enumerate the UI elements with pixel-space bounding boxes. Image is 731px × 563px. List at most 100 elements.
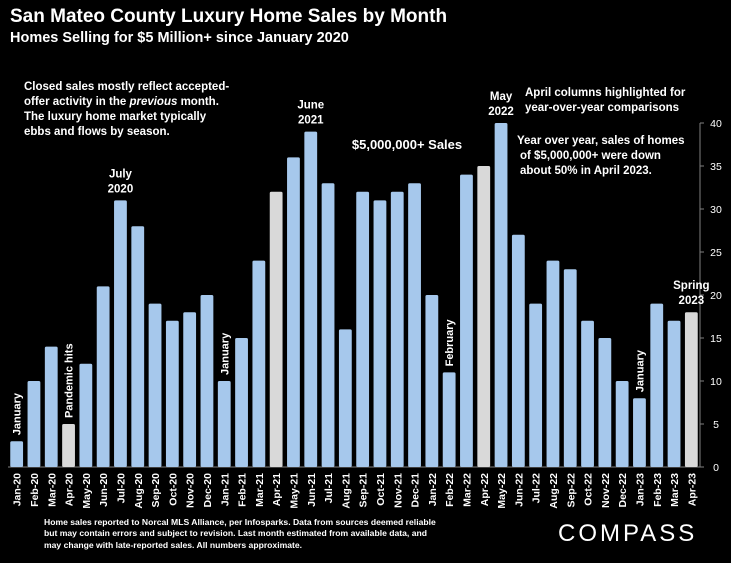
x-tick-label: Jul-20 <box>115 473 127 504</box>
bar <box>356 191 370 468</box>
left-note-text: month. <box>177 96 219 108</box>
x-tick-label: Apr-21 <box>271 473 283 506</box>
y-tick-label: 30 <box>710 204 722 216</box>
x-tick-label: Feb-21 <box>237 473 249 507</box>
yoy-note-line: about 50% in April 2023. <box>520 165 652 177</box>
bar-highlighted <box>269 191 283 468</box>
bar <box>287 157 300 467</box>
left-note-line: The luxury home market typically <box>24 111 207 123</box>
bar <box>131 226 145 467</box>
bar <box>529 303 543 467</box>
bar <box>217 381 231 467</box>
x-tick-label: May-22 <box>496 473 508 509</box>
bar-annotation-line: 2020 <box>108 183 134 195</box>
x-tick-label: Dec-20 <box>202 473 214 508</box>
bar <box>650 303 664 467</box>
yoy-note-line: Year over year, sales of homes <box>517 135 685 147</box>
y-tick-label: 40 <box>710 118 722 130</box>
bar <box>96 286 110 467</box>
bar <box>235 338 248 467</box>
x-tick-label: Jan-23 <box>634 473 646 506</box>
bar <box>200 295 214 467</box>
footnote-line: Home sales reported to Norcal MLS Allian… <box>44 517 436 527</box>
bar <box>511 234 525 467</box>
bar <box>321 183 335 467</box>
x-tick-label: Feb-23 <box>652 473 664 507</box>
bar-highlighted <box>62 424 75 467</box>
x-tick-label: Jun-21 <box>306 473 318 507</box>
chart-subtitle: Homes Selling for $5 Million+ since Janu… <box>10 30 349 46</box>
april-note-line: April columns highlighted for <box>525 87 686 99</box>
bar <box>44 346 58 467</box>
bar <box>615 381 629 467</box>
bar <box>563 269 577 467</box>
april-note-line: year-over-year comparisons <box>525 102 680 114</box>
x-tick-label: Sep-21 <box>358 473 370 508</box>
april-note: April columns highlighted for year-over-… <box>525 86 685 116</box>
bar <box>304 131 318 467</box>
x-tick-label: Oct-21 <box>375 473 387 506</box>
bar <box>27 381 41 467</box>
x-tick-label: Jan-22 <box>427 473 439 506</box>
bar-annotation: July 2020 <box>108 168 134 195</box>
y-tick-label: 5 <box>713 419 719 431</box>
bar-annotation-line: 2022 <box>488 106 514 118</box>
x-tick-label: Mar-20 <box>46 473 58 507</box>
bar-annotation-line: Spring <box>673 280 709 292</box>
bar-annotation-line: June <box>297 100 324 112</box>
y-tick-label: 20 <box>710 290 722 302</box>
x-tick-label: May-20 <box>81 473 93 509</box>
bar <box>408 183 421 467</box>
yoy-note-line: of $5,000,000+ were down <box>520 150 661 162</box>
series-label: $5,000,000+ Sales <box>352 137 462 152</box>
y-tick-label: 15 <box>710 333 722 345</box>
yoy-note: Year over year, sales of homes of $5,000… <box>517 134 685 179</box>
bar <box>114 200 127 467</box>
x-tick-label: Sep-20 <box>150 473 162 508</box>
y-tick-label: 0 <box>713 462 719 474</box>
bar-annotation: February <box>444 318 456 366</box>
left-note-text: offer activity in the <box>24 96 130 108</box>
x-tick-label: Jun-22 <box>513 473 525 507</box>
bar <box>598 338 612 467</box>
footnote-line: but may contain errors and subject to re… <box>44 528 427 539</box>
bar <box>633 398 646 467</box>
bar-annotation-line: July <box>109 168 133 180</box>
bar <box>10 441 24 467</box>
x-tick-label: Oct-22 <box>583 473 595 506</box>
left-note-line: offer activity in the previous month. <box>24 95 229 110</box>
bar <box>165 320 179 467</box>
bar-annotation: May 2022 <box>488 91 514 118</box>
x-tick-label: Mar-22 <box>461 473 473 507</box>
x-tick-label: Jul-22 <box>531 473 543 504</box>
x-tick-label: Apr-20 <box>64 473 76 506</box>
bar-annotation: January <box>219 332 231 375</box>
bar <box>373 200 387 467</box>
bar-annotation: January <box>634 349 646 392</box>
x-tick-label: Aug-22 <box>548 473 560 509</box>
bar <box>442 372 456 467</box>
bar <box>79 363 93 467</box>
x-tick-label: Apr-23 <box>686 473 698 506</box>
x-tick-label: Aug-20 <box>133 473 145 509</box>
bar-annotation-line: 2021 <box>298 115 324 127</box>
chart-title: San Mateo County Luxury Home Sales by Mo… <box>10 6 448 27</box>
compass-logo: COMPASS <box>558 520 698 547</box>
y-tick-label: 35 <box>710 161 722 173</box>
bar <box>494 123 508 467</box>
x-tick-label: Mar-23 <box>669 473 681 507</box>
bar-annotation: June 2021 <box>297 100 324 127</box>
bar-annotation: January <box>12 392 24 435</box>
x-tick-label: Oct-20 <box>167 473 179 506</box>
bar <box>667 320 681 467</box>
bar-annotation: Spring 2023 <box>673 280 709 307</box>
x-tick-label: Jan-20 <box>12 473 24 506</box>
left-note-line: Closed sales mostly reflect accepted- <box>24 81 230 93</box>
bar <box>390 191 404 468</box>
bar <box>338 329 352 467</box>
y-tick-label: 10 <box>710 376 722 388</box>
bar <box>460 174 473 467</box>
bar <box>183 312 197 467</box>
y-tick-label: 25 <box>710 247 722 259</box>
